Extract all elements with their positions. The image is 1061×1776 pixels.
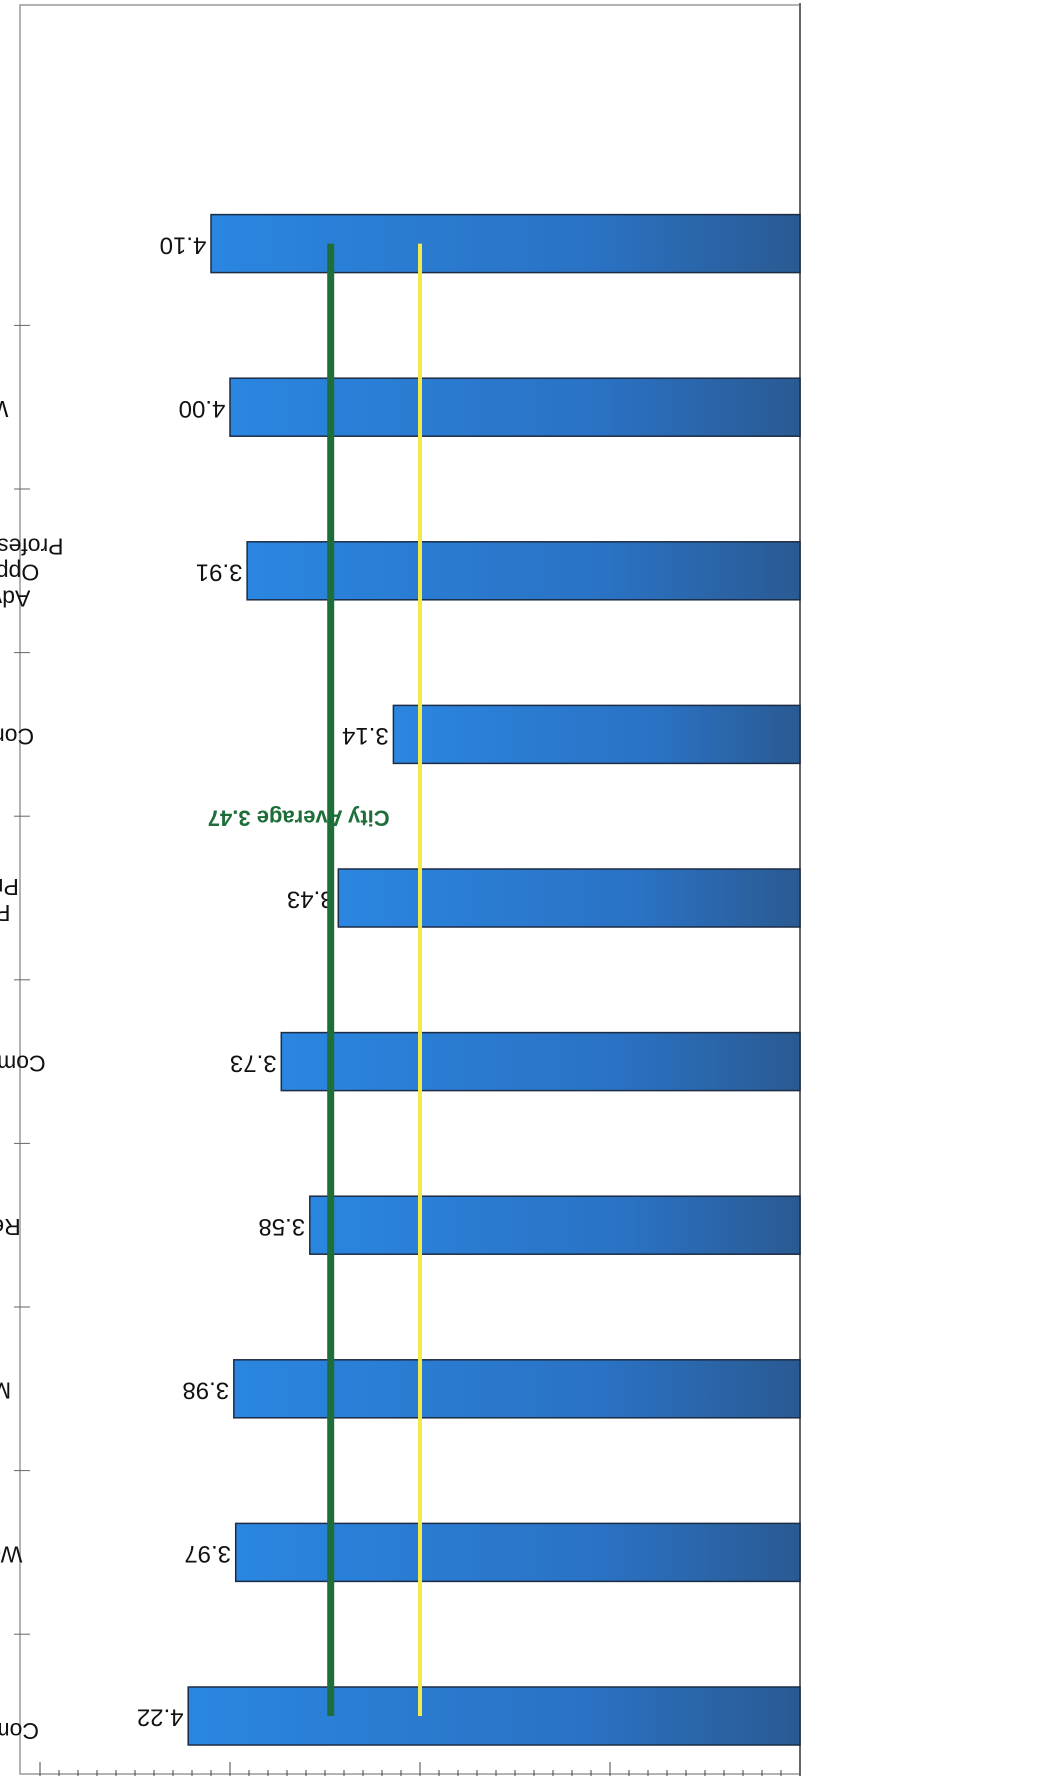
bar (233, 1359, 801, 1419)
category-label-group: Policies &Procedures (0, 874, 19, 926)
value-label: 4.10 (160, 231, 207, 258)
category-label: Compensation (0, 723, 34, 749)
plot-area: 1.002.003.004.005.00Scale (1 - 5)STRONGL… (0, 3, 801, 1776)
value-label: 3.14 (342, 722, 389, 749)
value-label-group: 3.43 (287, 886, 334, 913)
value-label: 3.97 (184, 1540, 231, 1567)
value-label-group: 3.91 (196, 558, 243, 585)
category-label-group: Compensation (0, 723, 34, 749)
value-label: 3.91 (196, 558, 243, 585)
category-label: Professional Growth (0, 534, 64, 560)
category-label: Advancement (0, 586, 30, 612)
bar (337, 868, 801, 928)
bar (234, 1522, 801, 1583)
category-label-group: AdvancementOpportunities &Professional G… (0, 534, 64, 612)
bar (246, 541, 801, 601)
value-label-group: 4.00 (179, 395, 226, 422)
value-label-group: 4.22 (137, 1704, 184, 1731)
category-label-group: Company/WorkGroup (0, 1718, 39, 1744)
value-label-group: 3.14 (342, 722, 389, 749)
value-label-group: 3.98 (182, 1376, 229, 1403)
city-average-label: City Average 3.47 (208, 805, 390, 830)
category-label-group: Recognition (0, 1214, 21, 1240)
category-label: Policies & (0, 900, 10, 926)
value-label: 4.00 (179, 395, 226, 422)
category-label-group: Work Duties (0, 1541, 22, 1567)
category-label-group: Communications (0, 1051, 46, 1077)
category-label: Managers (0, 1378, 11, 1404)
reference-label-group: City Average 3.47 (208, 805, 390, 830)
category-label: Work Duties (0, 1541, 22, 1567)
bar (210, 213, 801, 274)
bar (280, 1031, 801, 1092)
value-label: 4.22 (137, 1704, 184, 1731)
bar (392, 704, 801, 765)
value-label-group: 3.58 (258, 1213, 305, 1240)
value-label: 3.73 (230, 1049, 277, 1076)
category-label: Procedures (0, 874, 19, 900)
category-label: Opportunities & (0, 560, 39, 586)
category-label-group: Work/Life (0, 396, 8, 422)
bar (309, 1195, 801, 1255)
value-label-group: 4.10 (160, 231, 207, 258)
category-label: Communications (0, 1051, 46, 1077)
category-label: Company/Work (0, 1718, 39, 1744)
bar (229, 377, 801, 437)
value-label-group: 3.97 (184, 1540, 231, 1567)
category-label: Recognition (0, 1214, 21, 1240)
bar (187, 1686, 801, 1746)
value-label: 3.58 (258, 1213, 305, 1240)
category-label-group: Managers (0, 1378, 11, 1404)
category-label: Work/Life (0, 396, 8, 422)
value-label: 3.98 (182, 1376, 229, 1403)
value-label-group: 3.73 (230, 1049, 277, 1076)
value-label: 3.43 (287, 886, 334, 913)
